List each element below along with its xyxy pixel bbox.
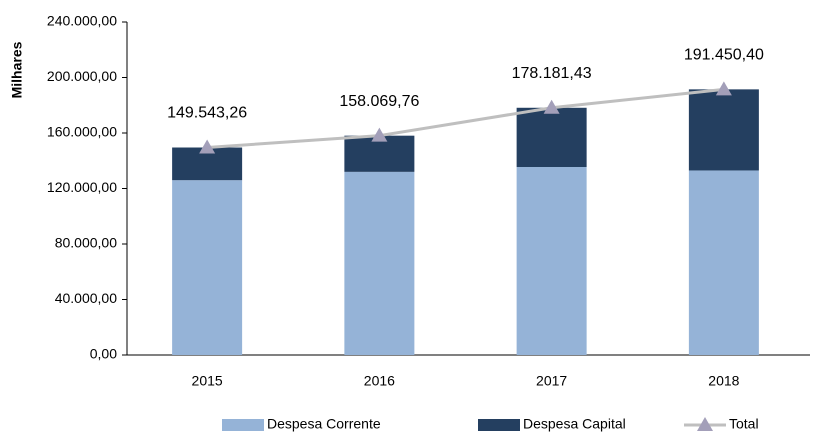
legend-label: Total <box>729 416 759 432</box>
bar-segment <box>516 107 587 167</box>
data-label: 158.069,76 <box>339 93 419 110</box>
legend-label: Despesa Corrente <box>267 416 381 432</box>
y-tick-label: 200.000,00 <box>47 68 117 84</box>
y-tick-label: 240.000,00 <box>47 13 117 29</box>
legend-swatch <box>222 419 264 431</box>
y-tick-label: 120.000,00 <box>47 179 117 195</box>
x-tick-label: 2015 <box>192 373 223 389</box>
bar-segment <box>688 170 759 355</box>
legend-label: Despesa Capital <box>523 416 626 432</box>
marker <box>199 139 216 154</box>
x-tick-label: 2018 <box>708 373 739 389</box>
y-tick-label: 40.000,00 <box>55 290 117 306</box>
marker <box>715 81 732 96</box>
line <box>207 87 725 150</box>
x-tick-label: 2017 <box>536 373 567 389</box>
bar-segment <box>172 180 243 355</box>
bar-segment <box>344 135 415 172</box>
legend-marker <box>697 417 713 431</box>
data-label: 191.450,40 <box>684 47 764 64</box>
marker <box>371 127 388 142</box>
legend-swatch <box>478 419 520 431</box>
data-label: 149.543,26 <box>167 105 247 122</box>
x-tick-label: 2016 <box>364 373 395 389</box>
data-label: 178.181,43 <box>512 65 592 82</box>
y-tick-label: 80.000,00 <box>55 235 117 251</box>
marker <box>543 99 560 114</box>
bar-segment <box>344 171 415 355</box>
y-tick-label: 0,00 <box>90 346 117 362</box>
y-axis-label: Milhares <box>9 41 25 98</box>
bar-segment <box>688 89 759 171</box>
y-tick-label: 160.000,00 <box>47 124 117 140</box>
bar-segment <box>516 166 587 355</box>
